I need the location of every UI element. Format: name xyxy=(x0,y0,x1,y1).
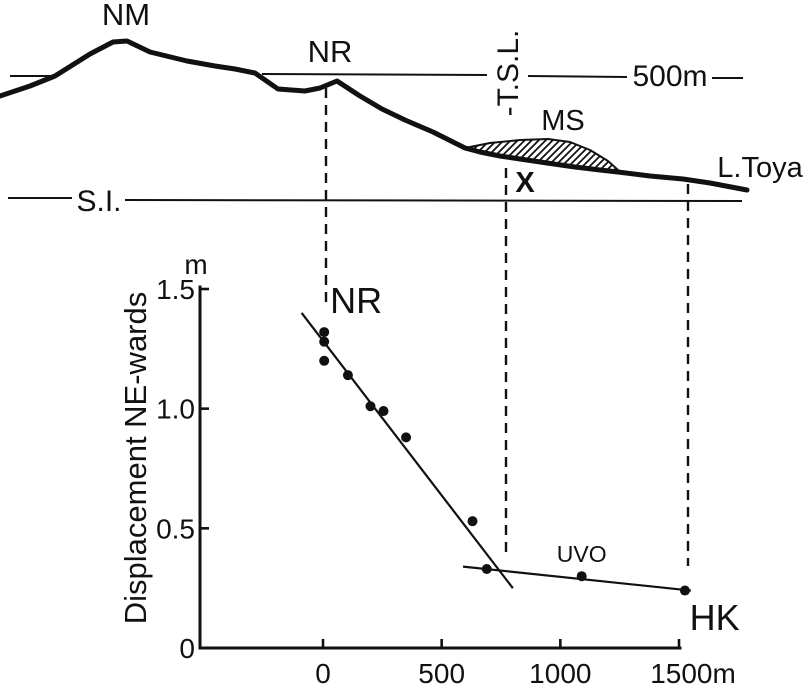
ms-deposit-hatched-area xyxy=(464,138,619,171)
chart-axes xyxy=(198,285,682,650)
data-point xyxy=(401,432,412,443)
sea-level-label: S.I. xyxy=(76,185,121,218)
topographic-profile-section: NM NR 500m -T.S.L. MS X L.Toya S.I. xyxy=(0,0,804,566)
displacement-chart-section: m Displacement NE-wards 0 0.5 1.0 1.5 0 500 10… xyxy=(118,249,740,689)
elevation-500m-label: 500m xyxy=(632,60,707,93)
profile-label-nm: NM xyxy=(102,0,150,32)
data-point xyxy=(481,564,492,575)
data-point xyxy=(319,355,330,366)
y-tick-label: 0.5 xyxy=(156,513,195,544)
elevation-500m-line xyxy=(10,73,743,79)
data-point-hk xyxy=(679,585,690,596)
data-point xyxy=(342,370,353,381)
y-tick-label: 1.0 xyxy=(156,394,195,425)
data-point xyxy=(378,406,389,417)
chart-annotation-hk: HK xyxy=(690,597,740,638)
profile-label-nr: NR xyxy=(308,34,353,69)
chart-annotation-uvo: UVO xyxy=(557,541,607,567)
chart-annotation-nr: NR xyxy=(330,280,382,321)
chart-plot-area: 0 0.5 1.0 1.5 0 500 1000 1500m NR UVO HK xyxy=(156,274,740,689)
y-tick-label: 0 xyxy=(179,633,195,664)
data-point xyxy=(319,336,330,347)
data-point-uvo xyxy=(576,571,587,582)
x-tick-label: 1500m xyxy=(650,658,736,689)
data-point xyxy=(467,516,478,527)
site-x-marker: X xyxy=(515,167,535,199)
data-point xyxy=(319,327,330,338)
y-axis-unit-label: m xyxy=(184,249,207,280)
y-tick-label: 1.5 xyxy=(156,274,195,305)
ms-deposit-label: MS xyxy=(541,105,585,137)
data-point xyxy=(365,401,376,412)
x-tick-label: 500 xyxy=(418,658,465,689)
trend-line-hk-trend xyxy=(462,565,691,592)
trend-line-nr-trend xyxy=(300,312,514,589)
tsl-label: -T.S.L. xyxy=(492,30,525,117)
x-tick-label: 1000 xyxy=(529,658,591,689)
sea-level-line xyxy=(8,197,743,202)
y-axis-title: Displacement NE-wards xyxy=(118,292,153,625)
x-tick-label: 0 xyxy=(315,658,331,689)
lake-toya-label: L.Toya xyxy=(717,152,803,184)
